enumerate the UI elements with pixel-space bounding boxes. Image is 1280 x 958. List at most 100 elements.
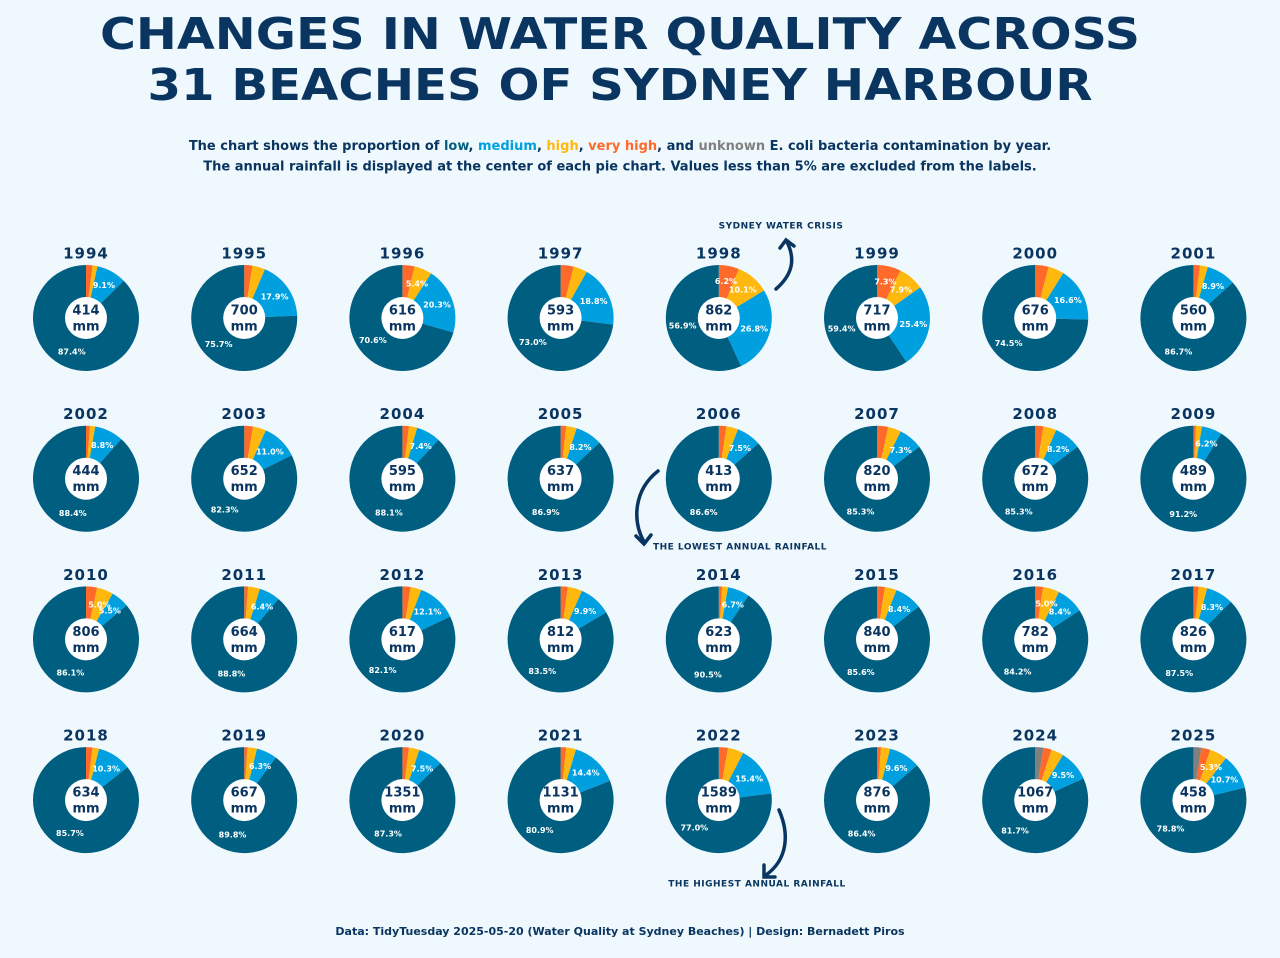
slice-label: 74.5%	[995, 339, 1023, 348]
rainfall-unit: mm	[389, 320, 416, 335]
arrow	[774, 237, 796, 291]
slice-label: 26.8%	[740, 324, 768, 333]
pie-title: 2000	[1012, 245, 1058, 263]
slice-label: 77.0%	[680, 823, 708, 832]
pie-title: 2017	[1171, 566, 1217, 584]
slice-label: 10.1%	[729, 285, 757, 294]
pie-title: 1997	[538, 245, 584, 263]
rainfall-value: 413	[705, 464, 732, 479]
rainfall-unit: mm	[1022, 641, 1049, 656]
rainfall-value: 806	[72, 625, 99, 640]
slice-label: 5.4%	[406, 279, 428, 288]
pie-hole	[381, 779, 424, 822]
pie-slice	[877, 287, 930, 363]
slice-label: 7.3%	[890, 446, 912, 455]
rainfall-unit: mm	[705, 320, 732, 335]
pie-hole	[1014, 618, 1057, 661]
rainfall-unit: mm	[705, 802, 732, 817]
pie-title: 2002	[63, 405, 109, 423]
slice-label: 20.3%	[423, 300, 451, 309]
pie-hole	[223, 779, 266, 822]
slice-label: 70.6%	[359, 336, 387, 345]
pie-hole	[697, 297, 740, 339]
slice-label: 25.4%	[900, 320, 928, 329]
slice-label: 8.2%	[569, 443, 591, 452]
slice-label: 86.1%	[56, 668, 84, 677]
rainfall-unit: mm	[72, 480, 99, 495]
slice-label: 15.4%	[735, 774, 763, 783]
rainfall-unit: mm	[863, 802, 890, 817]
slice-label: 91.2%	[1169, 510, 1197, 519]
slice-label: 6.7%	[722, 601, 744, 610]
subtitle-text: ,	[579, 139, 588, 154]
slice-label: 10.7%	[1211, 775, 1239, 784]
slice-label: 7.4%	[410, 442, 432, 451]
rainfall-value: 876	[863, 786, 890, 801]
slice-label: 88.4%	[59, 509, 87, 518]
rainfall-value: 664	[231, 625, 258, 640]
rainfall-value: 652	[231, 464, 258, 479]
slice-label: 88.1%	[375, 509, 403, 518]
pie-title: 1998	[696, 245, 742, 263]
slice-label: 7.3%	[874, 277, 896, 286]
rainfall-value: 595	[389, 464, 416, 479]
slice-label: 6.4%	[251, 602, 273, 611]
rainfall-unit: mm	[863, 320, 890, 335]
slice-label: 87.5%	[1165, 669, 1193, 678]
slice-label: 73.0%	[519, 338, 547, 347]
rainfall-value: 1131	[543, 786, 579, 801]
rainfall-unit: mm	[72, 641, 99, 656]
rainfall-unit: mm	[72, 802, 99, 817]
slice-label: 75.7%	[205, 340, 233, 349]
rainfall-value: 414	[72, 304, 99, 319]
rainfall-unit: mm	[547, 802, 574, 817]
slice-label: 7.5%	[411, 764, 433, 773]
slice-label: 85.6%	[847, 668, 875, 677]
rainfall-unit: mm	[863, 641, 890, 656]
rainfall-value: 672	[1022, 464, 1049, 479]
slice-label: 6.3%	[249, 762, 271, 771]
pie-title: 2009	[1171, 405, 1217, 423]
pie-title: 2016	[1012, 566, 1058, 584]
slice-label: 56.9%	[669, 321, 697, 330]
legend-entry: high	[546, 139, 578, 154]
slice-label: 18.8%	[580, 297, 608, 306]
slice-label: 90.5%	[694, 670, 722, 679]
pie-title: 2021	[538, 727, 584, 745]
rainfall-value: 489	[1180, 464, 1207, 479]
rainfall-value: 717	[863, 304, 890, 319]
pie-hole	[856, 457, 898, 500]
slice-label: 86.7%	[1165, 347, 1193, 356]
slice-label: 9.9%	[574, 607, 596, 616]
subtitle-text: The chart shows the proportion of	[189, 139, 444, 154]
slice-label: 17.9%	[261, 292, 289, 301]
rainfall-value: 458	[1180, 786, 1207, 801]
slice-label: 8.4%	[1049, 607, 1071, 616]
slice-label: 78.8%	[1157, 825, 1185, 834]
slice-label: 5.0%	[88, 600, 110, 609]
pie-title: 2012	[380, 566, 426, 584]
slice-label: 87.4%	[58, 348, 86, 357]
pie-hole	[1172, 297, 1215, 339]
pie-title: 2015	[854, 566, 900, 584]
rainfall-unit: mm	[1022, 802, 1049, 817]
pie-hole	[697, 457, 740, 500]
rainfall-value: 840	[863, 625, 890, 640]
slice-label: 81.7%	[1001, 827, 1029, 836]
